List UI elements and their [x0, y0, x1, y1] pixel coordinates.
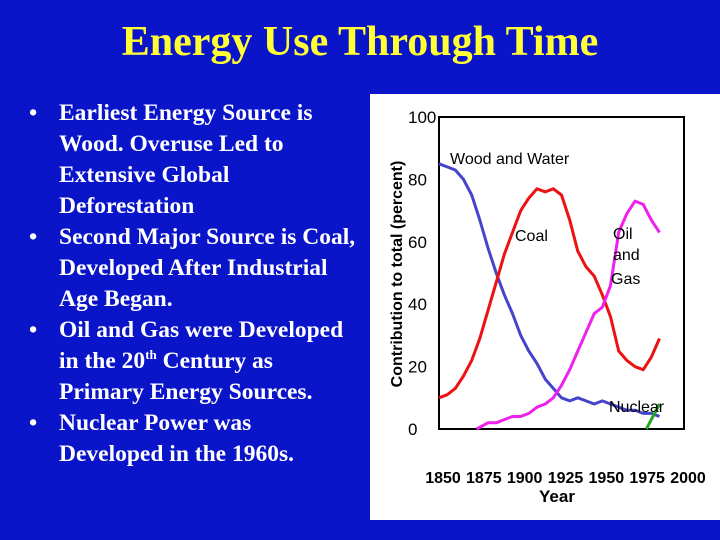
annotation-coal: Coal — [515, 228, 548, 245]
bullet-oil-gas-sup: th — [145, 347, 157, 362]
bullet-oil-gas: Oil and Gas were Developed in the 20th C… — [28, 315, 358, 408]
y-tick-label: 40 — [408, 295, 427, 314]
x-tick-label: 1850 — [425, 470, 461, 487]
series-line-coal — [438, 187, 661, 400]
y-tick-label: 0 — [408, 420, 417, 439]
y-tick-label: 100 — [408, 108, 436, 127]
annotation-and: and — [613, 247, 640, 264]
bullet-nuclear-text: Nuclear Power was Developed in the 1960s… — [59, 410, 294, 467]
x-tick-label: 2000 — [670, 470, 706, 487]
x-tick-label: 1950 — [589, 470, 625, 487]
bullet-oil-gas-text-end: Century as Primary Energy Sources. — [59, 348, 313, 405]
bullet-wood-text: Earliest Energy Source is Wood. Overuse … — [59, 100, 313, 219]
annotation-gas: Gas — [611, 271, 640, 288]
series-line-wood — [438, 162, 661, 418]
annotation-oil: Oil — [613, 226, 633, 243]
bullet-coal-text: Second Major Source is Coal, Developed A… — [59, 224, 356, 312]
series-annotations: Wood and Water Coal Oil and Gas Nuclear — [450, 151, 665, 416]
x-tick-label: 1875 — [466, 470, 502, 487]
slide-title: Energy Use Through Time — [121, 19, 599, 65]
annotation-wood-and-water: Wood and Water — [450, 151, 570, 168]
energy-chart: Contribution to total (percent) Year 0 20… — [389, 108, 706, 506]
plot-area — [438, 116, 685, 430]
bullet-nuclear: Nuclear Power was Developed in the 1960s… — [28, 408, 358, 470]
bullet-list: Earliest Energy Source is Wood. Overuse … — [28, 98, 358, 470]
y-tick-label: 60 — [408, 233, 427, 252]
x-tick-label: 1900 — [507, 470, 543, 487]
energy-chart-panel: Contribution to total (percent) Year 0 20… — [370, 94, 720, 520]
x-tick-labels: 1850 1875 1900 1925 1950 1975 2000 — [425, 470, 706, 487]
x-tick-label: 1925 — [548, 470, 584, 487]
bullet-coal: Second Major Source is Coal, Developed A… — [28, 222, 358, 315]
y-tick-labels: 0 20 40 60 80 100 — [408, 108, 436, 439]
y-tick-label: 20 — [408, 358, 427, 377]
series-line-nuclear — [645, 403, 661, 430]
y-axis-label: Contribution to total (percent) — [389, 161, 406, 388]
series-lines — [438, 162, 661, 431]
y-tick-label: 80 — [408, 170, 427, 189]
annotation-nuclear: Nuclear — [609, 399, 665, 416]
x-tick-label: 1975 — [629, 470, 665, 487]
bullet-wood: Earliest Energy Source is Wood. Overuse … — [28, 98, 358, 222]
series-line-oil_gas — [475, 199, 661, 431]
bullet-oil-gas-text: Oil and Gas were Developed in the 20 — [59, 317, 344, 374]
x-axis-label: Year — [539, 487, 575, 506]
